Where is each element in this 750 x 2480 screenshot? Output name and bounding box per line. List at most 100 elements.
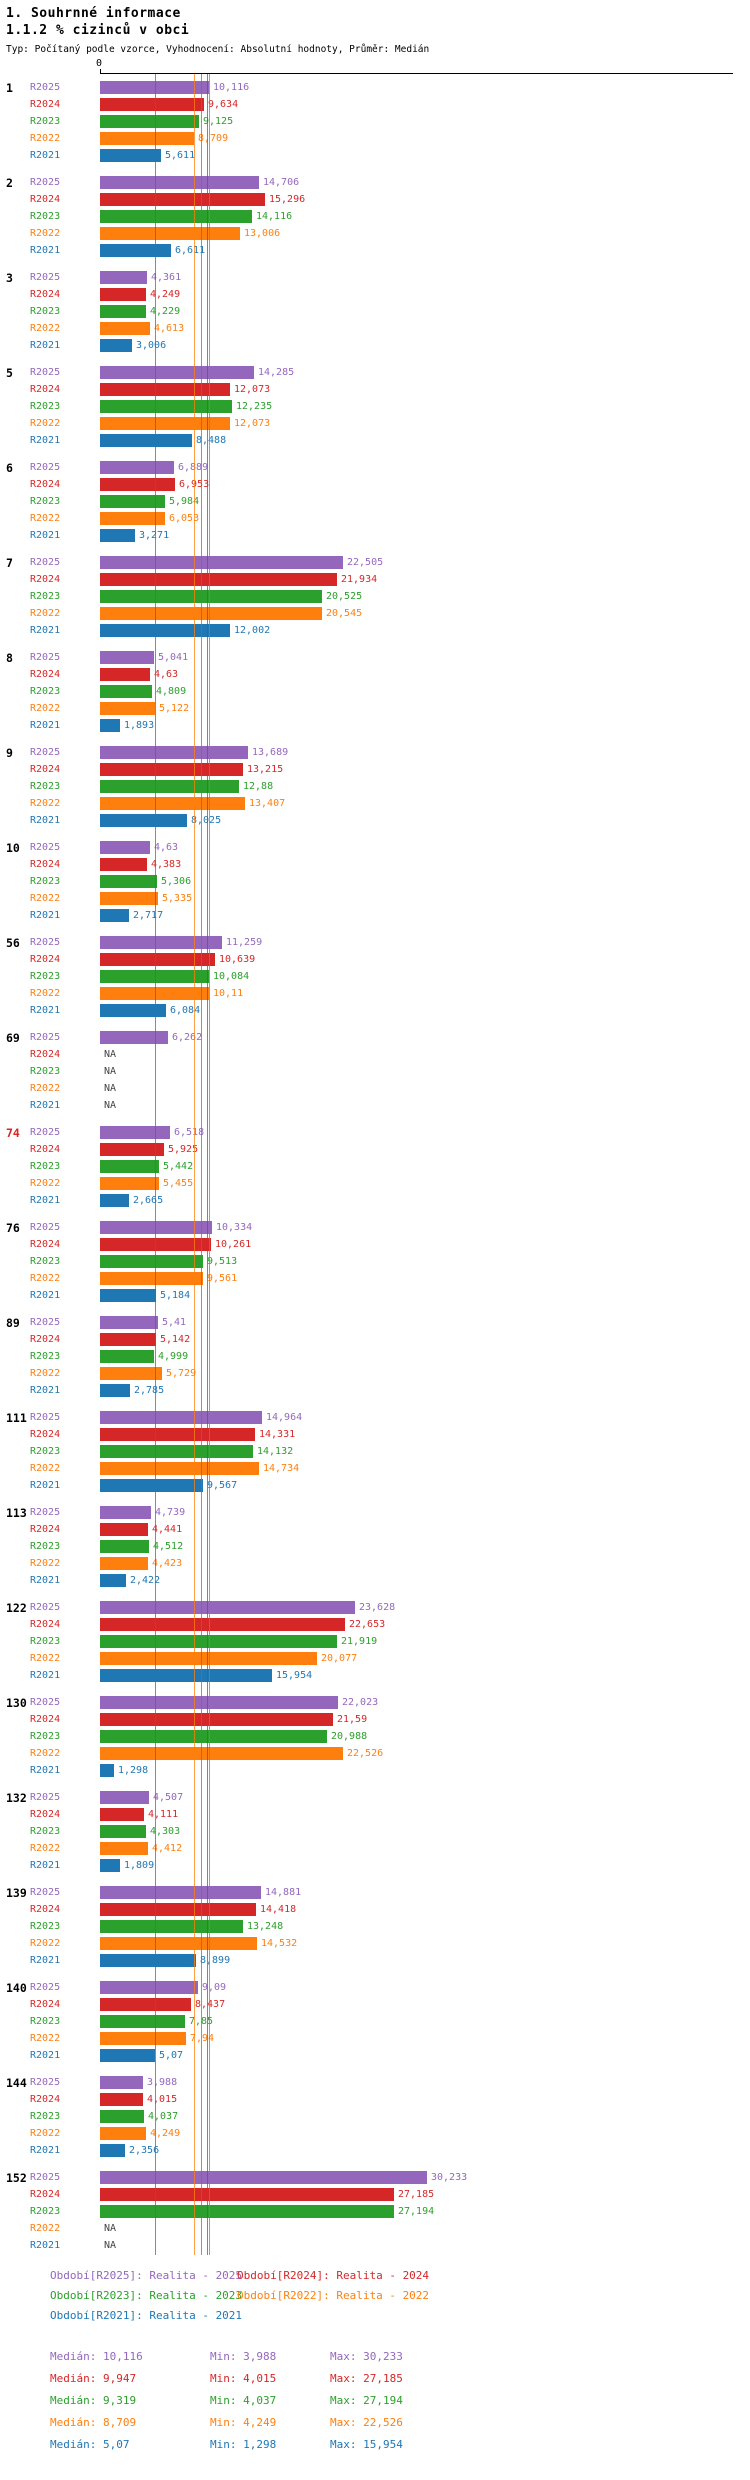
bar	[100, 1747, 343, 1760]
stat-min: Min: 4,249	[210, 2416, 277, 2429]
series-label: R2021	[30, 2240, 61, 2251]
series-label: R2025	[30, 2077, 61, 2088]
bar-value-label: 14,116	[256, 211, 293, 222]
bar-group: 9 R2025 13,689 R2024 13,215 R2023 12,88 R2022 13…	[0, 744, 750, 829]
stat-min: Min: 1,298	[210, 2438, 277, 2451]
bar-value-label: 5,184	[160, 1290, 191, 1301]
bar	[100, 1764, 114, 1777]
series-label: R2024	[30, 1144, 61, 1155]
bar-value-label: 8,709	[198, 133, 229, 144]
bar	[100, 383, 230, 396]
bar-row: R2024 13,215	[0, 761, 750, 778]
bar-row: R2022 NA	[0, 1080, 750, 1097]
stats-rows: Medián: 10,116 Min: 3,988 Max: 30,233 Mediá…	[0, 2350, 750, 2460]
series-label: R2024	[30, 384, 61, 395]
bar-row: R2023 20,525	[0, 588, 750, 605]
series-label: R2023	[30, 876, 61, 887]
series-label: R2023	[30, 1161, 61, 1172]
bar	[100, 2032, 186, 2045]
bar-row: R2023 14,116	[0, 208, 750, 225]
series-label: R2021	[30, 435, 61, 446]
bar-group: 3 R2025 4,361 R2024 4,249 R2023 4,229 R2022 4,61…	[0, 269, 750, 354]
bar-row: R2025 14,964	[0, 1409, 750, 1426]
bar-row: R2022 20,545	[0, 605, 750, 622]
series-label: R2025	[30, 842, 61, 853]
bar-row: R2025 9,09	[0, 1979, 750, 1996]
stat-min: Min: 3,988	[210, 2350, 277, 2363]
stat-median: Medián: 9,947	[50, 2372, 137, 2385]
bar	[100, 1601, 355, 1614]
legend: Období[R2025]: Realita - 2025 Období[R202…	[0, 2266, 750, 2328]
bar	[100, 400, 232, 413]
bar-value-label: 4,229	[150, 306, 181, 317]
bar-value-label: 5,729	[166, 1368, 197, 1379]
bar-row: R2022 10,11	[0, 985, 750, 1002]
bar	[100, 1289, 156, 1302]
bar	[100, 780, 239, 793]
series-label: R2025	[30, 1317, 61, 1328]
bar	[100, 2093, 143, 2106]
bar	[100, 858, 147, 871]
bar	[100, 1350, 154, 1363]
bar	[100, 1937, 257, 1950]
series-label: R2025	[30, 1887, 61, 1898]
bar-row: R2024 22,653	[0, 1616, 750, 1633]
bar-row: R2025 6,889	[0, 459, 750, 476]
bar-value-label: 14,881	[265, 1887, 302, 1898]
bar	[100, 81, 209, 94]
series-label: R2022	[30, 893, 61, 904]
bar	[100, 719, 120, 732]
bar-row: R2024 9,634	[0, 96, 750, 113]
bar	[100, 210, 252, 223]
bar-value-label: 15,296	[269, 194, 306, 205]
series-label: R2024	[30, 669, 61, 680]
bar-value-label: 20,988	[331, 1731, 368, 1742]
bar-value-label: 4,999	[158, 1351, 189, 1362]
bar-value-label: 12,88	[243, 781, 274, 792]
bar-row: R2025 22,023	[0, 1694, 750, 1711]
bar-row: R2023 12,88	[0, 778, 750, 795]
bar-group: 10 R2025 4,63 R2024 4,383 R2023 5,306 R2022 5,33…	[0, 839, 750, 924]
bar-row: R2024 8,437	[0, 1996, 750, 2013]
bar-value-label: 4,303	[150, 1826, 181, 1837]
group-label: 152	[6, 2171, 27, 2185]
bar-row: R2023 4,999	[0, 1348, 750, 1365]
series-label: R2023	[30, 1826, 61, 1837]
group-label: 10	[6, 841, 20, 855]
bar	[100, 651, 154, 664]
bar-value-label: 8,025	[191, 815, 222, 826]
bar-value-label: 2,665	[133, 1195, 164, 1206]
bar-row: R2022 20,077	[0, 1650, 750, 1667]
group-label: 9	[6, 746, 13, 760]
group-label: 56	[6, 936, 20, 950]
bar-row: R2021 6,611	[0, 242, 750, 259]
series-label: R2023	[30, 1351, 61, 1362]
x-axis-line	[100, 73, 733, 74]
bar-row: R2021 3,006	[0, 337, 750, 354]
bar-group: 140 R2025 9,09 R2024 8,437 R2023 7,85 R2022 7,94…	[0, 1979, 750, 2064]
bar-value-label: 2,356	[129, 2145, 160, 2156]
bar-row: R2024 15,296	[0, 191, 750, 208]
bar-row: R2024 10,639	[0, 951, 750, 968]
series-label: R2025	[30, 1412, 61, 1423]
bar-value-label: 2,785	[134, 1385, 165, 1396]
bar-value-label: 5,122	[159, 703, 190, 714]
bar-row: R2021 2,422	[0, 1572, 750, 1589]
bar-value-label: 12,002	[234, 625, 271, 636]
bar	[100, 227, 240, 240]
bar	[100, 1954, 196, 1967]
bar	[100, 2127, 146, 2140]
bar-row: R2024 10,261	[0, 1236, 750, 1253]
bar-value-na: NA	[104, 2240, 117, 2251]
series-label: R2023	[30, 1636, 61, 1647]
legend-item-R2022: Období[R2022]: Realita - 2022	[237, 2289, 430, 2302]
bar-row: R2021 8,488	[0, 432, 750, 449]
bar-value-label: 10,11	[213, 988, 244, 999]
series-label: R2025	[30, 2172, 61, 2183]
series-label: R2022	[30, 228, 61, 239]
series-label: R2025	[30, 1127, 61, 1138]
series-label: R2025	[30, 367, 61, 378]
series-label: R2024	[30, 764, 61, 775]
bar-row: R2022 5,335	[0, 890, 750, 907]
series-label: R2025	[30, 557, 61, 568]
